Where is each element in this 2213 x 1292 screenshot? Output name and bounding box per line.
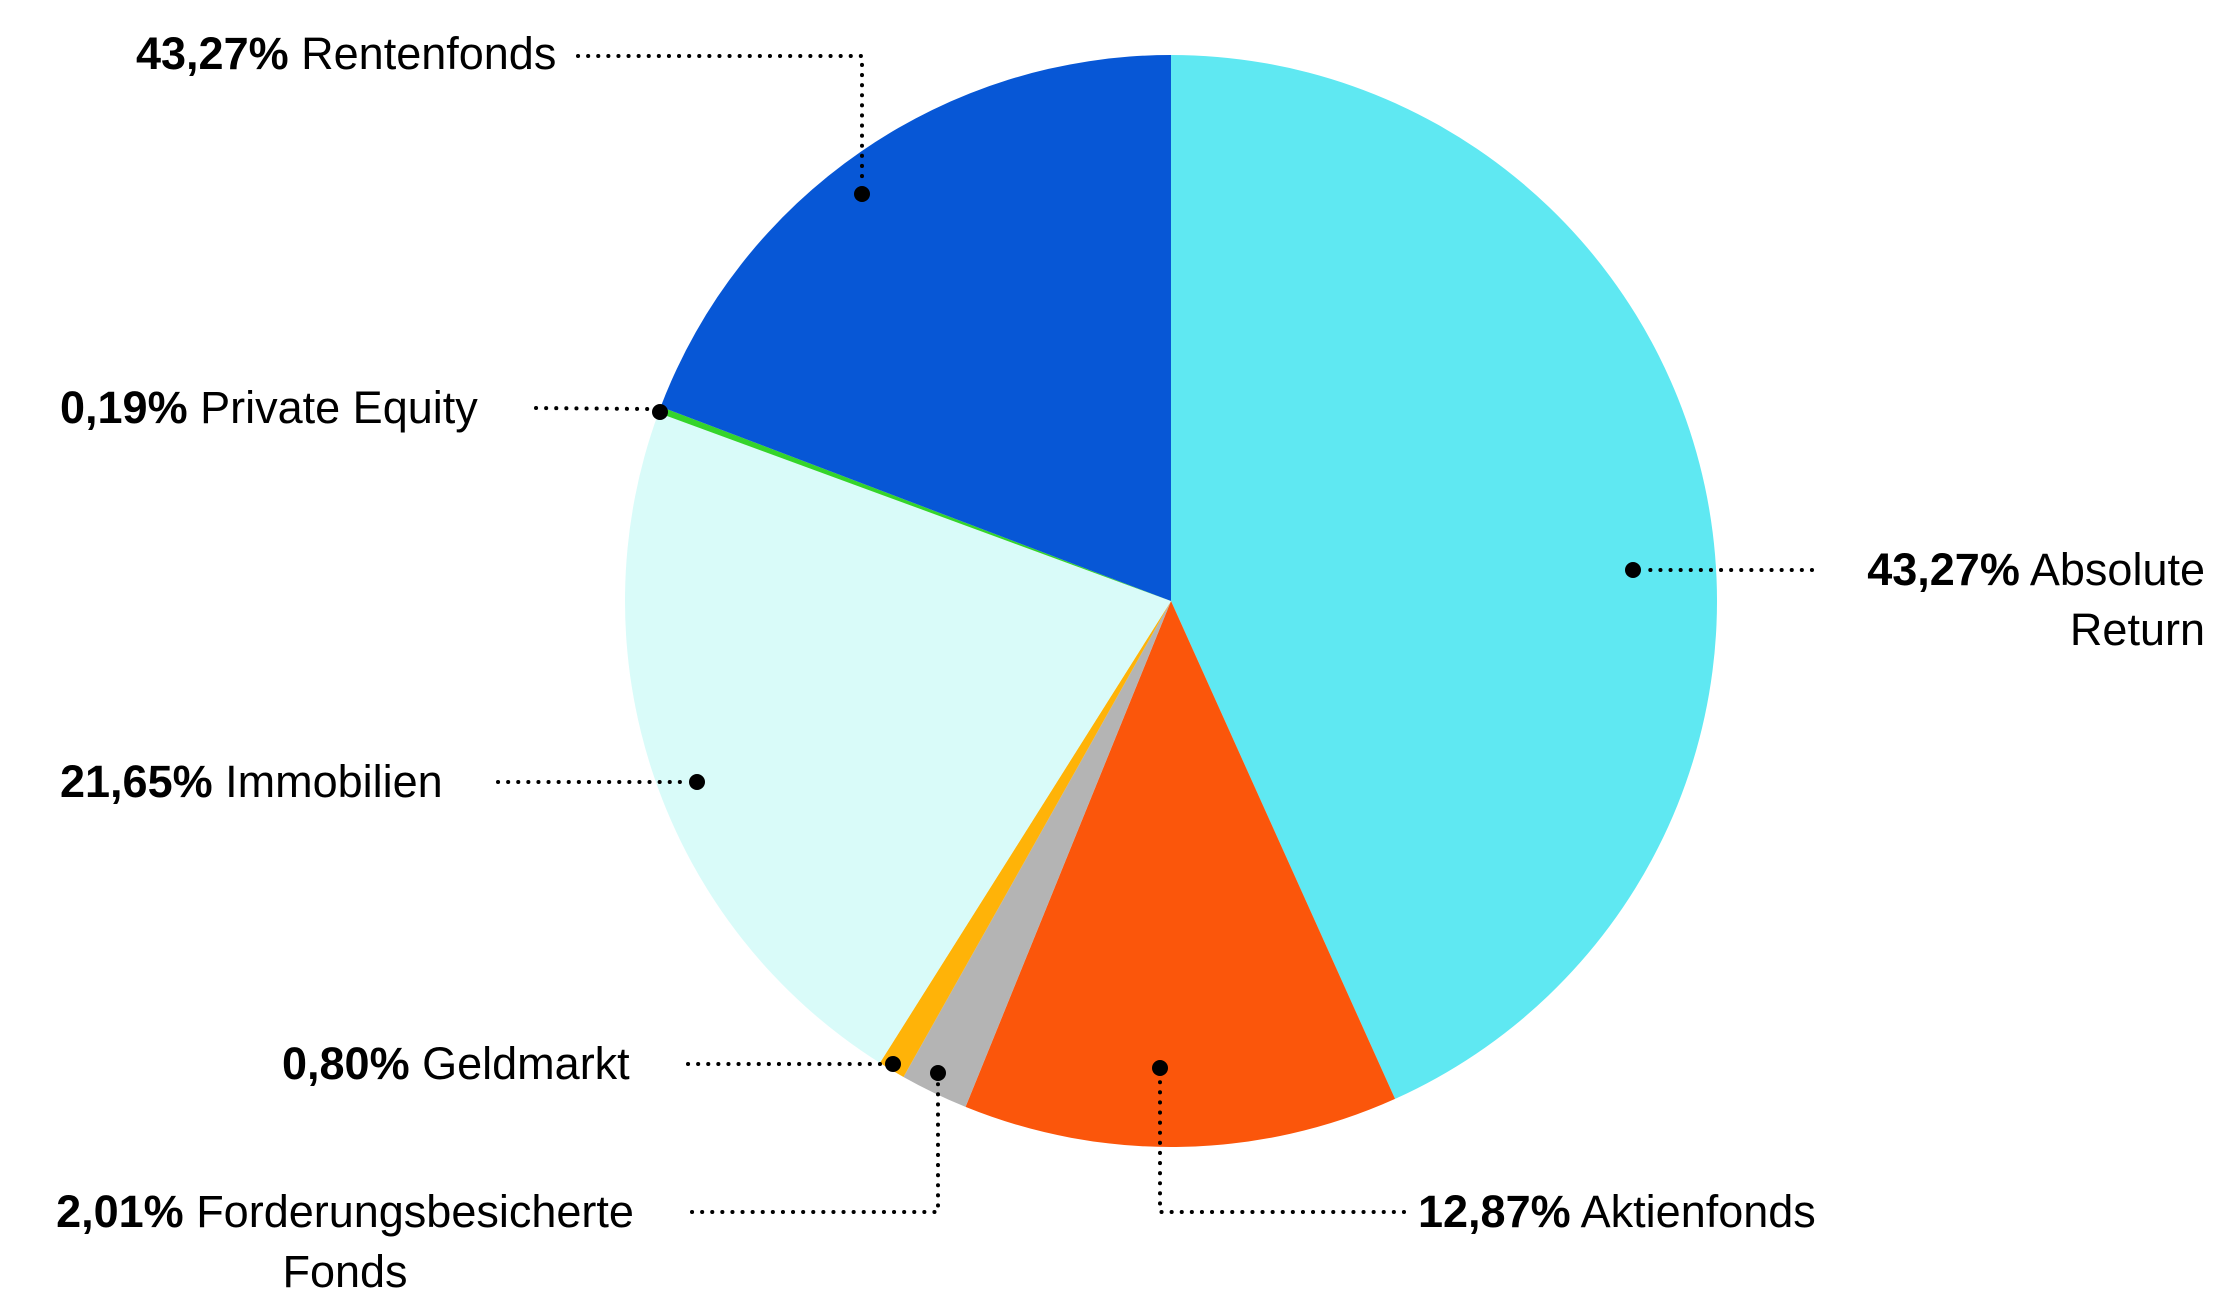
leader-line-forderungsbesicherte-fonds bbox=[690, 1082, 940, 1214]
label-aktienfonds-name: Aktienfonds bbox=[1580, 1186, 1816, 1237]
leader-dot-forderungsbesicherte-fonds bbox=[930, 1065, 946, 1081]
label-absolute-return-pct: 43,27% bbox=[1867, 544, 2020, 595]
leader-dot-absolute-return bbox=[1625, 562, 1641, 578]
pie-slice-geldmarkt bbox=[879, 601, 1171, 1077]
leader-line-rentenfonds bbox=[576, 54, 864, 186]
pie-slice-aktienfonds bbox=[965, 601, 1396, 1147]
label-forderungsbesicherte-fonds-pct: 2,01% bbox=[56, 1186, 184, 1237]
leader-dot-aktienfonds bbox=[1152, 1060, 1168, 1076]
leader-line-private-equity bbox=[534, 406, 650, 411]
label-geldmarkt-pct: 0,80% bbox=[282, 1038, 410, 1089]
label-aktienfonds-pct: 12,87% bbox=[1418, 1186, 1571, 1237]
pie-slice-private-equity bbox=[658, 406, 1171, 601]
leader-dot-private-equity bbox=[652, 404, 668, 420]
label-rentenfonds-name: Rentenfonds bbox=[301, 28, 557, 79]
label-absolute-return-name: Absolute Return bbox=[2029, 544, 2205, 655]
pie-slice-forderungsbesicherte-fonds bbox=[903, 601, 1171, 1107]
pie-slice-immobilien bbox=[624, 412, 1171, 1063]
leader-dot-immobilien bbox=[689, 774, 705, 790]
label-forderungsbesicherte-fonds: 2,01% Forderungsbesicherte Fonds bbox=[20, 1182, 670, 1292]
label-geldmarkt: 0,80% Geldmarkt bbox=[282, 1034, 630, 1094]
label-aktienfonds: 12,87% Aktienfonds bbox=[1418, 1182, 1816, 1242]
label-rentenfonds-pct: 43,27% bbox=[136, 28, 289, 79]
pie-slice-rentenfonds bbox=[660, 54, 1171, 601]
label-geldmarkt-name: Geldmarkt bbox=[422, 1038, 630, 1089]
label-rentenfonds: 43,27% Rentenfonds bbox=[136, 24, 556, 84]
leader-dot-rentenfonds bbox=[854, 186, 870, 202]
pie-slice-absolute-return bbox=[1171, 55, 1718, 1099]
leader-dot-geldmarkt bbox=[885, 1056, 901, 1072]
label-private-equity-pct: 0,19% bbox=[60, 382, 188, 433]
label-private-equity: 0,19% Private Equity bbox=[60, 378, 478, 438]
label-immobilien: 21,65% Immobilien bbox=[60, 752, 443, 812]
label-forderungsbesicherte-fonds-name: Forderungsbesicherte Fonds bbox=[196, 1186, 634, 1292]
leader-line-aktienfonds bbox=[1158, 1077, 1406, 1214]
label-private-equity-name: Private Equity bbox=[200, 382, 478, 433]
label-immobilien-pct: 21,65% bbox=[60, 756, 213, 807]
label-immobilien-name: Immobilien bbox=[225, 756, 443, 807]
label-absolute-return: 43,27% Absolute Return bbox=[1850, 540, 2205, 660]
